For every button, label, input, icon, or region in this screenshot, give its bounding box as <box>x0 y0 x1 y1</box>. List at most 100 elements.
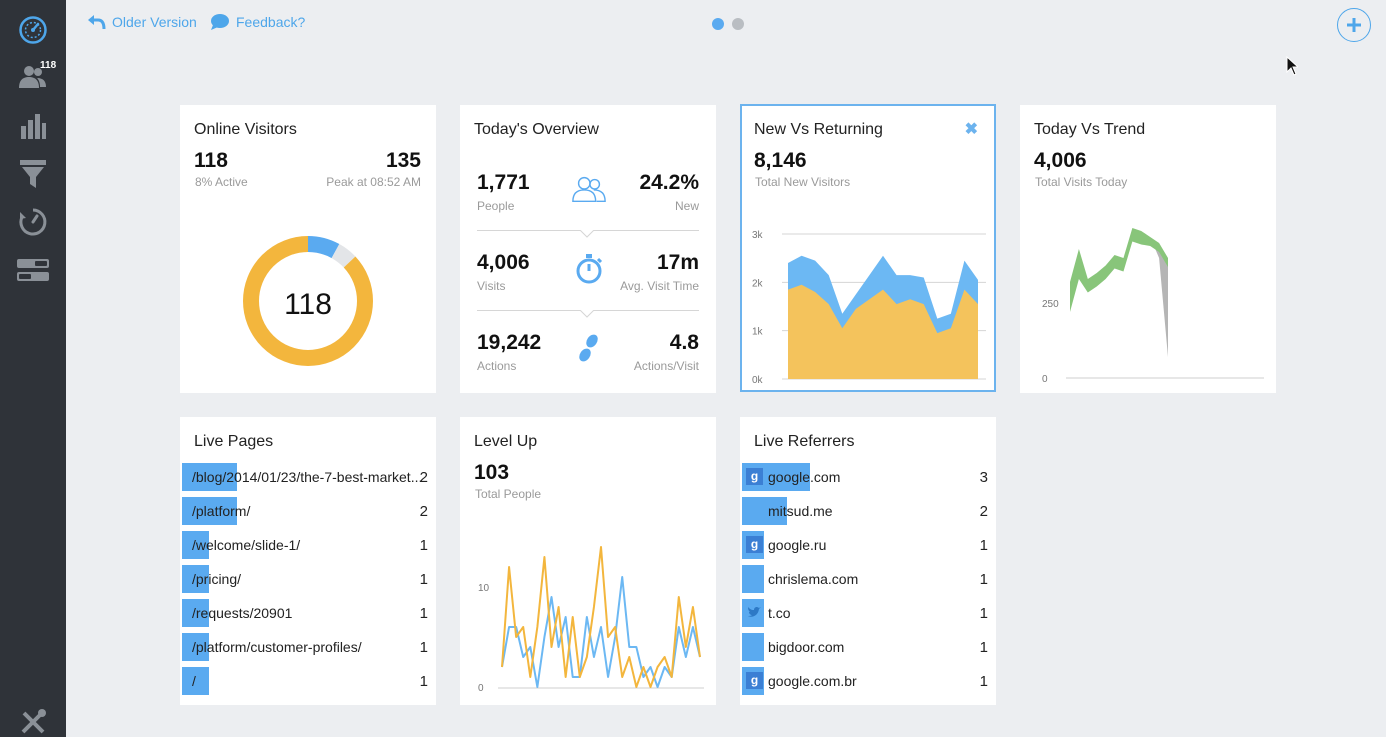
referrer-bar <box>742 633 764 661</box>
live-referrer-row[interactable]: g google.ru 1 <box>742 531 992 559</box>
page-dot[interactable] <box>732 18 744 30</box>
card-title: Live Pages <box>194 433 274 450</box>
trend-area <box>1150 237 1168 357</box>
live-pages-card[interactable]: Live Pages /blog/2014/01/23/the-7-best-m… <box>180 417 436 705</box>
visits-value: 4,006 <box>477 251 530 274</box>
timer-icon[interactable] <box>15 204 51 240</box>
avg-visit-time-value: 17m <box>656 251 699 274</box>
online-donut-chart <box>243 236 373 366</box>
google-icon: g <box>746 536 763 553</box>
bar-chart-icon[interactable] <box>15 108 51 144</box>
peak-count: 135 <box>385 149 421 172</box>
older-version-label: Older Version <box>112 14 197 30</box>
y-tick-label: 3k <box>752 230 764 241</box>
toggles-icon[interactable] <box>15 252 51 288</box>
total-people-label: Total People <box>475 487 542 501</box>
y-tick-label: 1k <box>752 327 764 338</box>
undo-arrow-icon <box>88 15 106 30</box>
live-page-row[interactable]: /platform/2 <box>182 497 432 525</box>
new-vs-returning-chart: 0k 1k 2k 3k <box>752 230 986 386</box>
todays-overview-card[interactable]: Today's Overview 1,771 People 24.2% New … <box>460 105 716 393</box>
overview-row-people: 1,771 People 24.2% New <box>477 171 699 231</box>
tools-icon[interactable] <box>15 704 51 737</box>
add-widget-button[interactable] <box>1337 8 1371 42</box>
live-referrer-row[interactable]: mitsud.me 2 <box>742 497 992 525</box>
live-page-row[interactable]: /platform/customer-profiles/1 <box>182 633 432 661</box>
new-vs-returning-card[interactable]: New Vs Returning ✖ 8,146 Total New Visit… <box>740 104 996 392</box>
live-page-count: 2 <box>419 469 428 486</box>
plus-icon <box>1347 18 1361 32</box>
live-referrer-row[interactable]: g google.com 3 <box>742 463 992 491</box>
google-icon: g <box>746 672 763 689</box>
live-page-row[interactable]: /welcome/slide-1/1 <box>182 531 432 559</box>
live-referrer-row[interactable]: bigdoor.com 1 <box>742 633 992 661</box>
live-referrers-card[interactable]: Live Referrers g google.com 3 mitsud.me 2 g go… <box>740 417 996 705</box>
level-up-card[interactable]: Level Up 103 Total People 0 10 <box>460 417 716 705</box>
online-visitors-card[interactable]: Online Visitors 118 8% Active 135 Peak a… <box>180 105 436 393</box>
page-dot-active[interactable] <box>712 18 724 30</box>
live-page-count: 2 <box>419 503 428 520</box>
y-tick-label: 0 <box>478 683 484 694</box>
live-page-count: 1 <box>419 537 428 554</box>
today-vs-trend-card[interactable]: Today Vs Trend 4,006 Total Visits Today … <box>1020 105 1276 393</box>
card-title: Today's Overview <box>474 121 599 138</box>
live-page-row[interactable]: /pricing/1 <box>182 565 432 593</box>
people-value: 1,771 <box>477 171 530 194</box>
total-visits-value: 4,006 <box>1034 149 1087 172</box>
y-tick-label: 10 <box>478 583 490 594</box>
sidebar: 118 <box>0 0 66 737</box>
new-visitors-label: Total New Visitors <box>755 175 851 189</box>
page-indicator <box>712 18 744 30</box>
twitter-icon <box>748 606 761 617</box>
users-icon[interactable] <box>15 59 51 95</box>
live-page-bar <box>182 633 209 661</box>
y-tick-label: 2k <box>752 278 764 289</box>
feedback-link[interactable]: Feedback? <box>210 13 305 31</box>
live-referrer-row[interactable]: chrislema.com 1 <box>742 565 992 593</box>
y-tick-label: 0k <box>752 375 764 386</box>
referrer-bar <box>742 565 764 593</box>
card-title: Online Visitors <box>194 121 297 138</box>
referrer-domain: mitsud.me <box>768 503 833 519</box>
live-page-row[interactable]: /requests/20901 1 <box>182 599 432 627</box>
dashboard-icon[interactable] <box>15 12 51 48</box>
referrer-count: 3 <box>979 469 988 486</box>
live-page-path: /requests/20901 <box>192 605 293 621</box>
card-title: New Vs Returning <box>754 121 883 138</box>
divider-caret-icon <box>580 310 594 318</box>
funnel-icon[interactable] <box>15 156 51 192</box>
live-page-row[interactable]: /blog/2014/01/23/the-7-best-market... 2 <box>182 463 432 491</box>
referrer-count: 1 <box>979 605 988 622</box>
referrer-bar <box>742 497 787 525</box>
live-page-row[interactable]: /1 <box>182 667 432 695</box>
live-page-bar <box>182 497 237 525</box>
donut-segment-idle <box>243 236 373 366</box>
live-referrer-row[interactable]: t.co 1 <box>742 599 992 627</box>
avg-visit-time-label: Avg. Visit Time <box>620 279 699 293</box>
users-count-badge: 118 <box>40 60 57 71</box>
feedback-label: Feedback? <box>236 14 306 30</box>
total-visits-label: Total Visits Today <box>1035 175 1128 189</box>
close-icon[interactable]: ✖ <box>964 121 978 138</box>
y-tick-label: 0 <box>1042 374 1048 385</box>
area-series-0 <box>788 284 978 379</box>
card-title: Level Up <box>474 433 538 450</box>
card-title: Today Vs Trend <box>1034 121 1146 138</box>
live-page-path: / <box>192 673 196 689</box>
divider-caret-icon <box>580 230 594 238</box>
donut-center-value: 118 <box>284 288 332 321</box>
live-page-count: 1 <box>419 639 428 656</box>
live-page-bar <box>182 565 209 593</box>
referrer-count: 1 <box>979 537 988 554</box>
referrer-count: 1 <box>979 639 988 656</box>
live-page-bar <box>182 463 237 491</box>
live-page-bar <box>182 531 209 559</box>
google-icon: g <box>746 468 763 485</box>
peak-label: Peak at 08:52 AM <box>326 175 421 189</box>
referrer-domain: bigdoor.com <box>768 639 845 655</box>
referrer-domain: chrislema.com <box>768 571 859 587</box>
stopwatch-icon <box>571 253 607 285</box>
older-version-link[interactable]: Older Version <box>86 13 197 31</box>
referrer-domain: t.co <box>768 605 791 621</box>
live-referrer-row[interactable]: g google.com.br 1 <box>742 667 992 695</box>
